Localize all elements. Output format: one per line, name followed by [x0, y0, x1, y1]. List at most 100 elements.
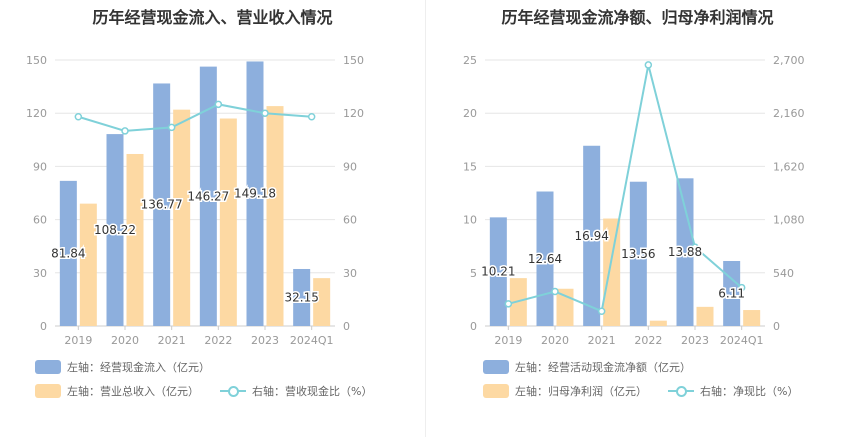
y-left-tick-label: 30: [33, 267, 47, 280]
bar-data-label: 16.94: [574, 229, 608, 243]
y-right-tick-label: 0: [773, 320, 780, 333]
x-tick-label: 2020: [541, 334, 569, 347]
ratio-point: [504, 300, 513, 308]
x-tick-label: 2020: [111, 334, 139, 347]
ratio-point: [121, 127, 129, 135]
bar-primary: [293, 268, 311, 326]
bar-secondary: [219, 118, 237, 327]
legend-label: 右轴：净现比（%）: [700, 385, 799, 398]
ratio-line: [508, 64, 743, 313]
legend-swatch-net-profit: [483, 384, 509, 398]
bar-data-label: 13.56: [621, 247, 655, 261]
bar-primary: [199, 66, 217, 326]
x-tick-label: 2024Q1: [720, 334, 764, 347]
x-tick-label: 2023: [251, 334, 279, 347]
bar-secondary: [173, 109, 191, 326]
y-left-tick-label: 0: [470, 320, 477, 333]
legend-line-marker-icon: [220, 384, 246, 398]
legend-item-revenue-cash-ratio[interactable]: 右轴：营收现金比（%）: [220, 383, 372, 399]
ratio-point: [214, 100, 223, 109]
y-left-tick-label: 150: [26, 54, 47, 67]
bar-data-label: 6.11: [718, 286, 745, 300]
y-right-tick-label: 30: [343, 267, 357, 280]
legend-item-net-operating-cash[interactable]: 左轴：经营活动现金流净额（亿元）: [483, 359, 691, 375]
y-right-tick-label: 120: [343, 107, 364, 120]
y-left-tick-label: 5: [470, 267, 477, 280]
bar-primary: [246, 61, 264, 326]
legend-item-net-profit[interactable]: 左轴：归母净利润（亿元）: [483, 383, 647, 399]
y-right-tick-label: 2,700: [773, 54, 805, 67]
ratio-point: [597, 307, 606, 315]
x-tick-label: 2019: [64, 334, 92, 347]
legend-swatch-cash-inflow: [35, 360, 61, 374]
bar-secondary: [313, 278, 331, 326]
ratio-point: [551, 287, 559, 296]
bar-secondary: [649, 320, 667, 326]
y-left-tick-label: 0: [40, 320, 47, 333]
x-tick-label: 2024Q1: [290, 334, 334, 347]
panel-divider: [425, 0, 426, 437]
chart-title: 历年经营现金流净额、归母净利润情况: [501, 8, 774, 27]
bar-secondary: [743, 310, 761, 326]
bar-primary: [153, 83, 171, 326]
bar-secondary: [556, 288, 574, 326]
x-tick-label: 2019: [494, 334, 522, 347]
bar-data-label: 136.77: [141, 198, 183, 212]
ratio-point: [644, 61, 653, 69]
chart-panel-netcash-profit: 历年经营现金流净额、归母净利润情况 0 5 10 15 20 25 0 540 1,080 1,6…: [425, 0, 850, 437]
bar-data-label: 32.15: [284, 290, 318, 304]
bar-primary: [629, 181, 647, 326]
bar-primary: [723, 260, 741, 326]
bar-data-label: 108.22: [94, 223, 136, 237]
ratio-point: [261, 109, 269, 117]
chart-panel-cashflow-revenue: 历年经营现金流入、营业收入情况 0 30 60 90 120 150 0 30 60 90 120 1…: [26, 8, 372, 399]
x-tick-label: 2023: [681, 334, 709, 347]
chart-plot-netcash-profit: 0 5 10 15 20 25 0 540 1,080 1,620 2,160 2,700 2019 20…: [463, 54, 805, 347]
bar-secondary: [266, 106, 284, 327]
chart-title: 历年经营现金流入、营业收入情况: [92, 8, 333, 27]
y-right-tick-label: 60: [343, 214, 357, 227]
bar-primary: [583, 145, 601, 326]
bar-data-label: 12.64: [528, 252, 562, 266]
bar-data-label: 146.27: [187, 189, 229, 203]
bar-secondary: [79, 203, 97, 326]
x-tick-label: 2022: [204, 334, 232, 347]
legend-item-cash-inflow[interactable]: 左轴：经营现金流入（亿元）: [35, 359, 210, 375]
bar-secondary: [126, 153, 144, 326]
y-right-tick-label: 0: [343, 320, 350, 333]
y-left-tick-label: 20: [463, 107, 477, 120]
y-left-tick-label: 90: [33, 160, 47, 173]
legend-swatch-net-operating-cash: [483, 360, 509, 374]
legend-line-marker-icon: [668, 384, 694, 398]
legend-label: 右轴：营收现金比（%）: [252, 385, 373, 398]
legend-swatch-total-revenue: [35, 384, 61, 398]
x-tick-label: 2021: [588, 334, 616, 347]
legend-item-net-cash-ratio[interactable]: 右轴：净现比（%）: [668, 383, 798, 399]
y-right-tick-label: 2,160: [773, 107, 805, 120]
legend-label: 左轴：经营活动现金流净额（亿元）: [515, 361, 691, 374]
bar-data-label: 13.88: [668, 245, 702, 259]
bar-secondary: [696, 306, 714, 326]
bar-secondary: [603, 218, 621, 326]
chart-plot-cashflow-revenue: 0 30 60 90 120 150 0 30 60 90 120 150 2019 2020 2021 20…: [26, 54, 364, 347]
y-right-tick-label: 1,080: [773, 214, 805, 227]
ratio-point: [167, 123, 176, 132]
legend-item-total-revenue[interactable]: 左轴：营业总收入（亿元）: [35, 383, 199, 399]
bar-primary: [106, 134, 124, 326]
ratio-line: [78, 103, 312, 132]
y-right-tick-label: 1,620: [773, 160, 805, 173]
ratio-point: [691, 243, 699, 251]
bar-data-label: 149.18: [234, 187, 276, 201]
bar-primary: [489, 217, 507, 326]
y-right-tick-label: 90: [343, 160, 357, 173]
ratio-point: [307, 112, 316, 121]
ratio-point: [74, 112, 83, 121]
bar-primary: [676, 178, 694, 326]
y-left-tick-label: 25: [463, 54, 477, 67]
bar-primary: [59, 180, 77, 326]
y-left-tick-label: 60: [33, 214, 47, 227]
y-left-tick-label: 10: [463, 214, 477, 227]
x-tick-label: 2021: [158, 334, 186, 347]
bar-data-label: 10.21: [481, 265, 515, 279]
legend-label: 左轴：归母净利润（亿元）: [515, 385, 647, 398]
